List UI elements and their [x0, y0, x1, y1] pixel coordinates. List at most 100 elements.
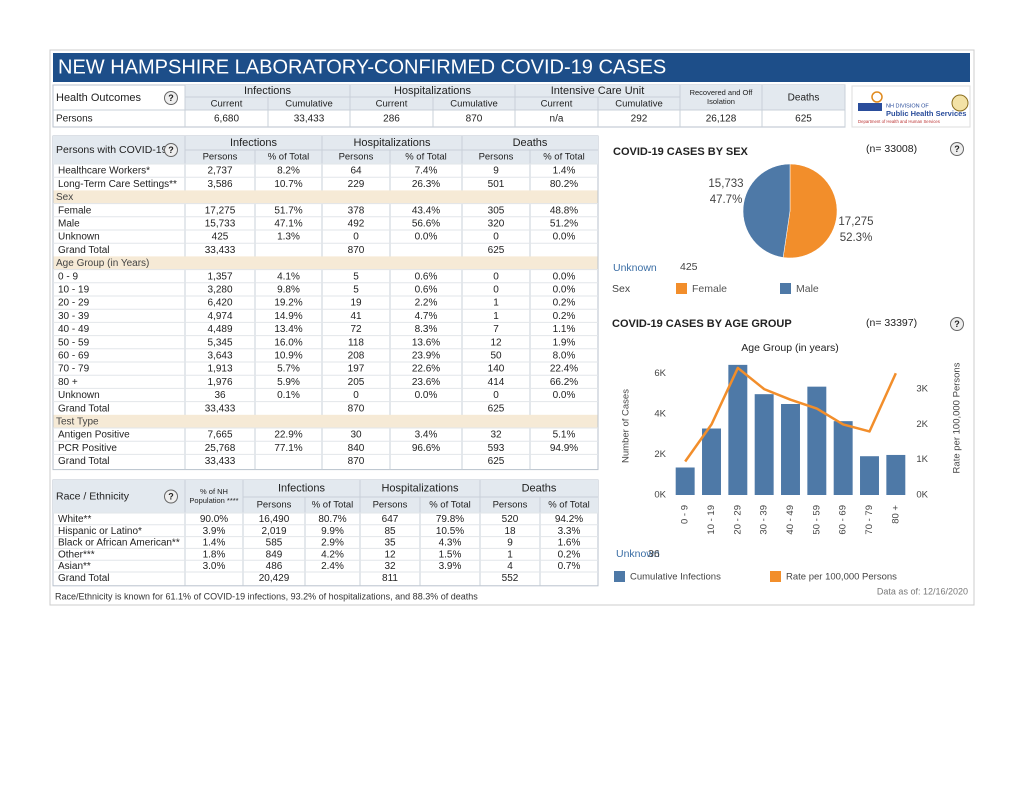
- table-cell: 3.0%: [203, 561, 226, 572]
- table-cell: 9: [493, 166, 499, 177]
- table-cell: 16.0%: [274, 337, 302, 348]
- table-cell: 593: [488, 443, 505, 454]
- y2-tick-label: 2K: [916, 419, 928, 430]
- y-tick-label: 0K: [654, 490, 666, 501]
- table-cell: 7.4%: [415, 166, 438, 177]
- table-title: Persons with COVID-19: [56, 144, 168, 156]
- table-cell: 94.2%: [555, 514, 583, 525]
- table-cell: 12: [384, 549, 396, 560]
- legend-swatch: [780, 283, 791, 294]
- table-cell: 5.9%: [277, 377, 300, 388]
- table-cell: 870: [348, 245, 365, 256]
- bar: [807, 386, 827, 495]
- table-cell: 79.8%: [436, 514, 464, 525]
- section-bg: [53, 190, 598, 204]
- logo-line: Public Health Services: [886, 109, 966, 118]
- table-cell: 33,433: [294, 114, 325, 125]
- table-cell: 2,019: [261, 526, 286, 537]
- table-title: Health Outcomes: [56, 92, 141, 104]
- table-cell: 8.0%: [553, 351, 576, 362]
- row-label: 0 - 9: [58, 271, 78, 282]
- column-header: Current: [541, 99, 573, 110]
- table-cell: 229: [348, 179, 365, 190]
- table-cell: 8.2%: [277, 166, 300, 177]
- table-cell: 4.1%: [277, 271, 300, 282]
- row-label: Healthcare Workers*: [58, 166, 150, 177]
- help-icon-mark: ?: [168, 145, 174, 155]
- group-header: Hospitalizations: [394, 85, 472, 97]
- y-tick-label: 4K: [654, 408, 666, 419]
- help-icon: [164, 143, 178, 157]
- table-cell: 9: [507, 538, 513, 549]
- table-cell: 5: [353, 271, 359, 282]
- table-cell: 3.3%: [558, 526, 581, 537]
- bar: [860, 456, 879, 495]
- legend-swatch: [676, 283, 687, 294]
- table-cell: 7,665: [207, 430, 232, 441]
- table-cell: 9.9%: [321, 526, 344, 537]
- table-cell: 492: [348, 219, 365, 230]
- table-cell: 1,976: [207, 377, 232, 388]
- bar: [781, 404, 800, 495]
- slice-value-label: 17,275: [838, 216, 873, 228]
- column-header: Current: [376, 99, 408, 110]
- chart-title: COVID-19 CASES BY SEX: [613, 146, 749, 158]
- footnote: Race/Ethnicity is known for 61.1% of COV…: [55, 591, 478, 601]
- table-cell: 208: [348, 351, 365, 362]
- table-cell: 4.2%: [321, 549, 344, 560]
- table-cell: 85: [384, 526, 396, 537]
- table-cell: 32: [490, 430, 502, 441]
- table-cell: 19: [350, 298, 362, 309]
- help-icon-mark: ?: [954, 319, 960, 329]
- table-cell: 4.3%: [439, 538, 462, 549]
- table-cell: 22.9%: [274, 430, 302, 441]
- logo-sun: [871, 91, 883, 103]
- table-cell: 41: [350, 311, 362, 322]
- table-cell: 64: [350, 166, 362, 177]
- table-cell: 19.2%: [274, 298, 302, 309]
- table-cell: 0.6%: [415, 285, 438, 296]
- table-cell: 33,433: [205, 403, 236, 414]
- table-cell: 378: [348, 205, 365, 216]
- section-label: Sex: [56, 192, 73, 203]
- page-title: NEW HAMPSHIRE LABORATORY-CONFIRMED COVID…: [58, 56, 666, 78]
- column-header: Persons: [373, 500, 408, 511]
- table-cell: n/a: [550, 114, 564, 125]
- table-cell: 13.6%: [412, 337, 440, 348]
- table-cell: 625: [488, 456, 505, 467]
- table-cell: 205: [348, 377, 365, 388]
- table-cell: 870: [348, 456, 365, 467]
- table-cell: 585: [266, 538, 283, 549]
- bar: [754, 394, 774, 495]
- slice-percent-label: 47.7%: [710, 194, 743, 206]
- bar: [675, 467, 695, 495]
- logo-figures: [858, 103, 882, 111]
- legend-label: Female: [692, 283, 727, 295]
- table-cell: 849: [266, 549, 283, 560]
- column-header: % of Total: [268, 152, 310, 163]
- bar: [886, 454, 906, 495]
- table-cell: 1.3%: [277, 232, 300, 243]
- column-header: Current: [211, 99, 243, 110]
- table-cell: 0.0%: [553, 271, 576, 282]
- table-cell: 140: [488, 364, 505, 375]
- table-cell: 647: [382, 514, 399, 525]
- table-cell: 1,913: [207, 364, 232, 375]
- table-cell: 20,429: [259, 573, 290, 584]
- section-bg: [53, 414, 598, 428]
- section-label: Test Type: [56, 417, 99, 428]
- table-cell: 36: [214, 390, 226, 401]
- table-cell: 1.6%: [558, 538, 581, 549]
- table-cell: 3.4%: [415, 430, 438, 441]
- table-cell: 1.4%: [553, 166, 576, 177]
- table-cell: 6,420: [207, 298, 232, 309]
- table-cell: 48.8%: [550, 205, 578, 216]
- row-label: Unknown: [58, 390, 100, 401]
- table-cell: 0: [493, 271, 499, 282]
- table-cell: 840: [348, 443, 365, 454]
- row-label: White**: [58, 514, 91, 525]
- x-tick-label: 60 - 69: [838, 505, 849, 535]
- table-cell: 811: [382, 573, 398, 584]
